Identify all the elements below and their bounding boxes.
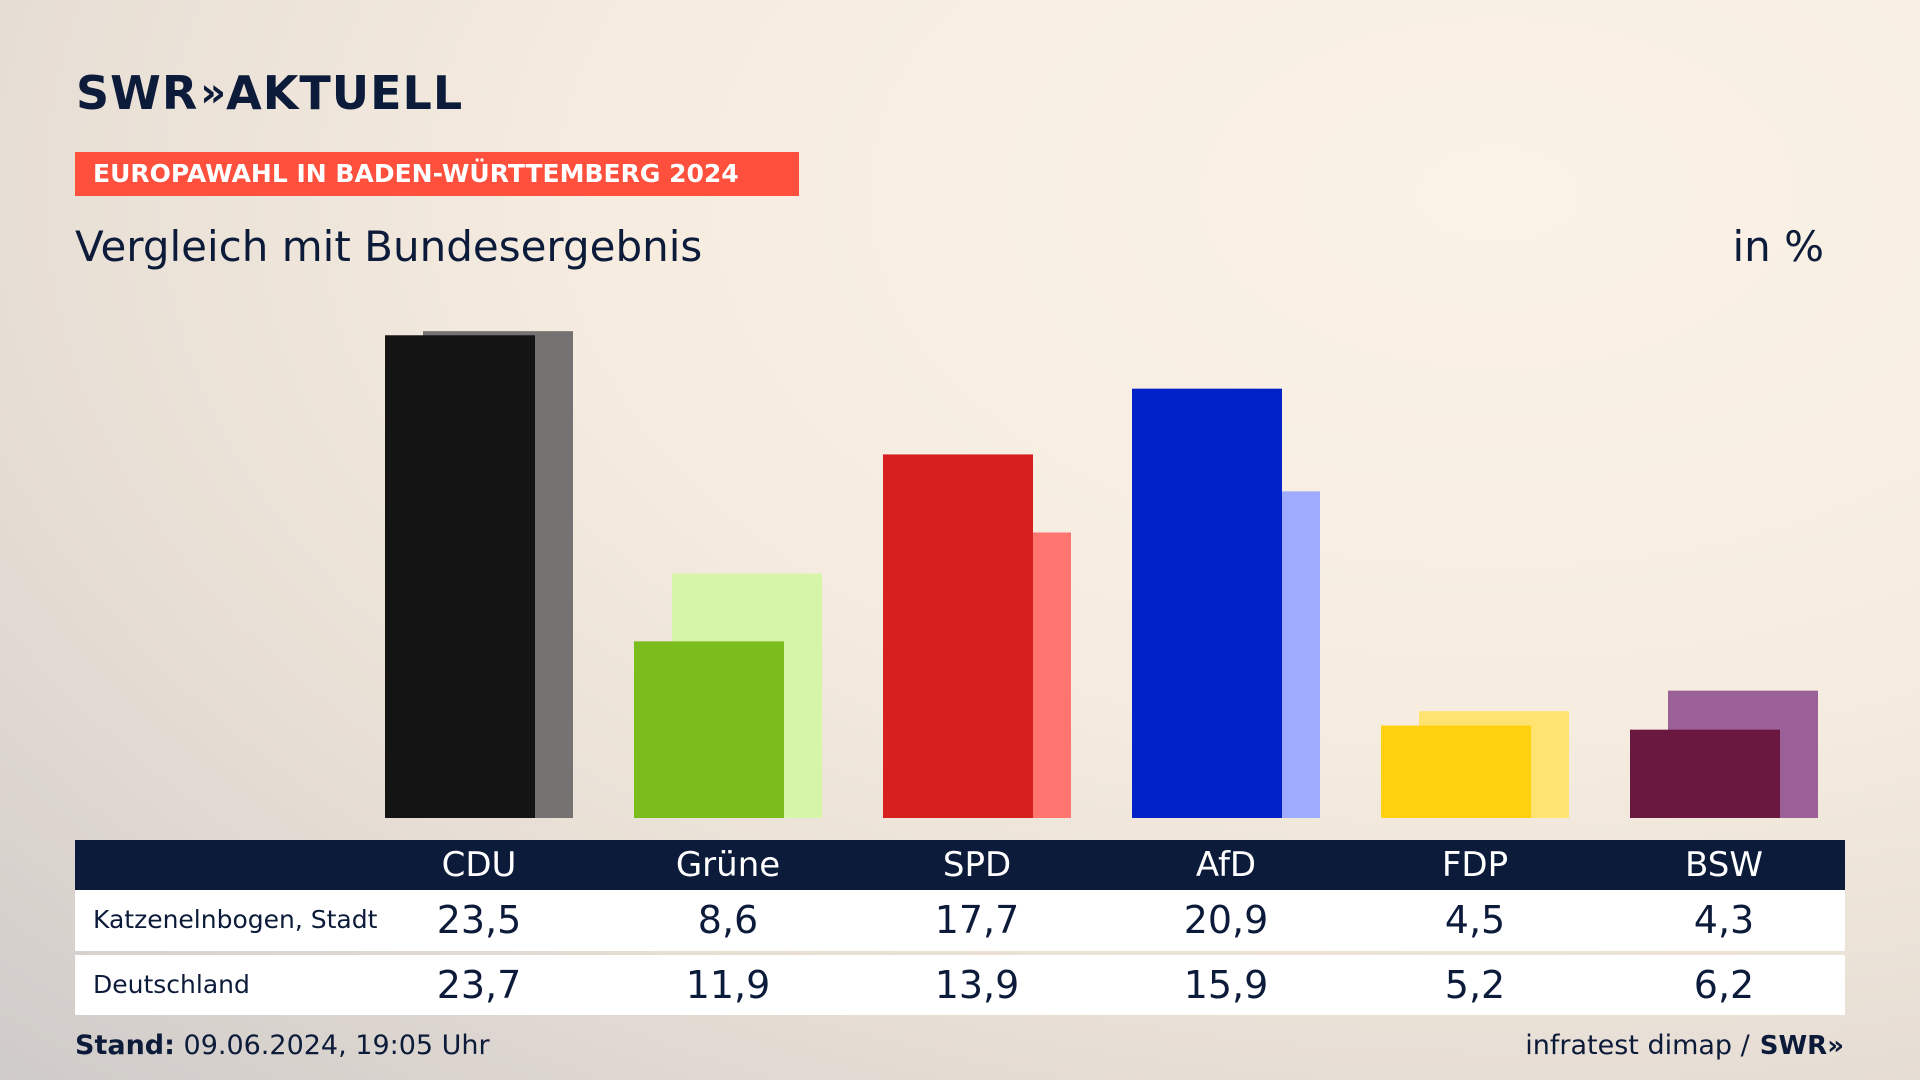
- unit-label: in %: [1732, 222, 1824, 271]
- value-spd: 17,7: [934, 898, 1020, 942]
- category-label-bsw: BSW: [1685, 845, 1763, 885]
- bar-grne-local: [634, 641, 784, 818]
- row-label: Katzenelnbogen, Stadt: [93, 905, 378, 934]
- table-header: CDU Grüne SPD AfD FDP BSW: [75, 840, 1845, 890]
- bar-spd-local: [883, 454, 1033, 818]
- value-afd: 20,9: [1183, 898, 1269, 942]
- category-label-afd: AfD: [1195, 845, 1257, 885]
- bar-afd-local: [1132, 388, 1282, 818]
- bar-cdu-local: [385, 335, 535, 818]
- row-label: Deutschland: [93, 970, 250, 999]
- value-grne: 8,6: [697, 898, 759, 942]
- stand-value: 09.06.2024, 19:05 Uhr: [183, 1030, 490, 1061]
- value-cdu: 23,7: [436, 963, 522, 1007]
- logo-aktuell-text: AKTUELL: [226, 66, 464, 120]
- value-fdp: 4,5: [1444, 898, 1506, 942]
- table-row-deutschland: Deutschland 23,7 11,9 13,9 15,9 5,2 6,2: [75, 955, 1845, 1015]
- value-cdu: 23,5: [436, 898, 522, 942]
- swr-aktuell-logo: SWR » AKTUELL: [76, 66, 463, 120]
- swr-small-logo: SWR»: [1759, 1030, 1844, 1061]
- results-table: CDU Grüne SPD AfD FDP BSW Katzenelnbogen, Sta…: [75, 840, 1845, 1015]
- timestamp: Stand: 09.06.2024, 19:05 Uhr: [75, 1030, 490, 1061]
- bar-bsw-local: [1630, 729, 1780, 818]
- source-credit: infratest dimap / SWR»: [1525, 1030, 1844, 1061]
- value-grne: 11,9: [685, 963, 771, 1007]
- chart-subtitle: Vergleich mit Bundesergebnis: [75, 222, 703, 271]
- value-afd: 15,9: [1183, 963, 1269, 1007]
- logo-swr-text: SWR: [76, 66, 199, 120]
- category-label-grne: Grüne: [675, 845, 781, 885]
- category-label-fdp: FDP: [1441, 845, 1509, 885]
- category-label-cdu: CDU: [441, 845, 517, 885]
- bar-fdp-local: [1381, 725, 1531, 818]
- value-spd: 13,9: [934, 963, 1020, 1007]
- value-bsw: 4,3: [1693, 898, 1755, 942]
- election-banner: EUROPAWAHL IN BADEN-WÜRTTEMBERG 2024: [75, 152, 799, 196]
- value-bsw: 6,2: [1693, 963, 1755, 1007]
- source-text: infratest dimap /: [1525, 1030, 1750, 1061]
- category-label-spd: SPD: [942, 845, 1012, 885]
- stand-label: Stand:: [75, 1030, 175, 1061]
- bar-chart: [385, 331, 1818, 818]
- table-row-katzenelnbogen: Katzenelnbogen, Stadt 23,5 8,6 17,7 20,9 4,5…: [75, 890, 1845, 951]
- value-fdp: 5,2: [1444, 963, 1506, 1007]
